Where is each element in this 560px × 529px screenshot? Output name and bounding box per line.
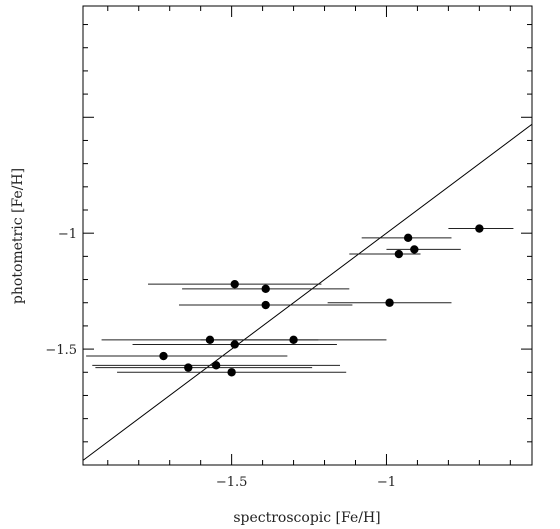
data-point [211, 361, 221, 370]
data-point [230, 340, 239, 349]
data-point [184, 363, 193, 372]
axis-ticks [83, 6, 532, 465]
error-bars [86, 228, 514, 373]
data-point [403, 233, 413, 243]
data-point [205, 335, 215, 345]
y-tick-label: −1.5 [45, 343, 77, 358]
data-point [475, 224, 484, 233]
x-axis-label: spectroscopic [Fe/H] [233, 510, 380, 526]
data-point [410, 245, 419, 254]
data-point [159, 351, 168, 361]
reference-line [82, 123, 533, 461]
x-tick-label: −1 [377, 475, 396, 490]
data-point [227, 368, 236, 377]
data-point [230, 279, 239, 289]
data-point [289, 335, 298, 345]
data-point [394, 249, 404, 259]
plot-frame [82, 5, 533, 466]
tick-labels: −1.5 −1 −1.5 −1 [45, 227, 396, 490]
one-to-one-line [82, 123, 533, 461]
data-point [385, 298, 394, 307]
x-tick-label: −1.5 [216, 475, 248, 490]
y-tick-label: −1 [58, 227, 77, 242]
y-axis-label: photometric [Fe/H] [10, 168, 26, 304]
data-point [261, 284, 270, 294]
data-point [261, 300, 270, 310]
data-points [159, 224, 484, 377]
